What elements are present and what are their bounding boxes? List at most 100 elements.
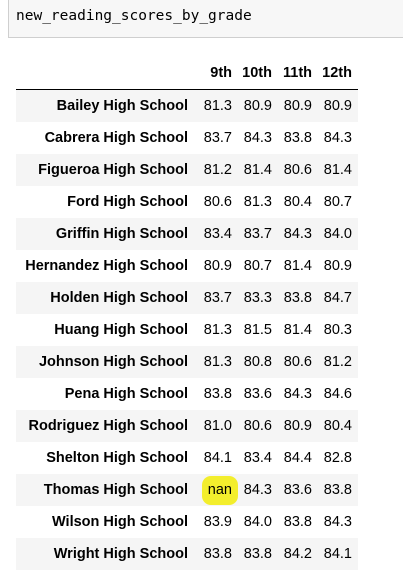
cell-value: 80.9 [283,98,312,114]
column-header-12th: 12th [318,56,358,90]
table-row: Holden High School 83.7 83.3 83.8 84.7 [16,282,358,314]
cell-value: 83.6 [243,386,272,402]
cell-value: 83.3 [243,290,272,306]
cell-value: 81.4 [323,162,352,178]
row-index-school: Wright High School [53,546,188,562]
row-index-school: Huang High School [54,322,188,338]
cell-value: 83.7 [203,130,232,146]
cell-value: 81.5 [243,322,272,338]
cell-value: 82.8 [323,450,352,466]
column-header-10th: 10th [238,56,278,90]
cell-value: 84.0 [243,514,272,530]
row-index-school: Rodriguez High School [28,418,189,434]
index-header [16,56,198,90]
row-index-school: Ford High School [67,194,188,210]
table-row: Johnson High School 81.3 80.8 80.6 81.2 [16,346,358,378]
row-index-school: Griffin High School [55,226,188,242]
highlight-mark: nan [201,476,239,505]
cell-value: 81.3 [203,354,232,370]
row-index-school: Shelton High School [46,450,188,466]
cell-value: nan [207,482,232,498]
code-cell[interactable]: new_reading_scores_by_grade [8,0,403,38]
row-index-school: Bailey High School [56,98,188,114]
cell-value: 83.6 [283,482,312,498]
cell-value: 83.8 [283,290,312,306]
table-row: Pena High School 83.8 83.6 84.3 84.6 [16,378,358,410]
cell-value: 84.3 [243,482,272,498]
cell-value: 81.4 [283,322,312,338]
row-index-school: Wilson High School [51,514,188,530]
cell-value: 83.4 [203,226,232,242]
cell-value: 80.4 [323,418,352,434]
cell-value: 84.3 [283,226,312,242]
cell-value: 84.7 [323,290,352,306]
table-row: Cabrera High School 83.7 84.3 83.8 84.3 [16,122,358,154]
cell-value: 80.4 [283,194,312,210]
table-row: Huang High School 81.3 81.5 81.4 80.3 [16,314,358,346]
table-row: Griffin High School 83.4 83.7 84.3 84.0 [16,218,358,250]
table-row: Wright High School 83.8 83.8 84.2 84.1 [16,538,358,570]
cell-value: 80.6 [243,418,272,434]
code-cell-text: new_reading_scores_by_grade [16,8,252,24]
cell-value: 84.0 [323,226,352,242]
cell-value: 84.1 [323,546,352,562]
row-index-school: Hernandez High School [25,258,188,274]
cell-value: 81.2 [203,162,232,178]
table-body: Bailey High School 81.3 80.9 80.9 80.9 Cabrer… [16,89,358,570]
row-index-school: Thomas High School [43,482,188,498]
cell-value: 83.7 [203,290,232,306]
cell-value: 83.8 [323,482,352,498]
table-row: Ford High School 80.6 81.3 80.4 80.7 [16,186,358,218]
row-index-school: Holden High School [50,290,188,306]
cell-value: 84.3 [323,514,352,530]
cell-value: 84.3 [323,130,352,146]
table-row: Thomas High School nan 84.3 83.6 83.8 [16,474,358,506]
row-index-school: Johnson High School [38,354,188,370]
cell-value: 80.3 [323,322,352,338]
table-row: Hernandez High School 80.9 80.7 81.4 80.9 [16,250,358,282]
row-index-school: Cabrera High School [44,130,188,146]
table-row: Rodriguez High School 81.0 80.6 80.9 80.4 [16,410,358,442]
table-row: Figueroa High School 81.2 81.4 80.6 81.4 [16,154,358,186]
cell-value: 83.8 [203,546,232,562]
cell-value: 81.4 [283,258,312,274]
cell-value: 80.8 [243,354,272,370]
cell-value: 80.7 [323,194,352,210]
column-header-9th: 9th [198,56,238,90]
cell-value: 80.6 [203,194,232,210]
header-row: 9th 10th 11th 12th [16,56,358,90]
cell-value: 81.4 [243,162,272,178]
cell-value: 80.6 [283,354,312,370]
cell-value: 81.0 [203,418,232,434]
cell-value: 81.3 [203,98,232,114]
cell-value: 80.9 [243,98,272,114]
cell-value: 84.6 [323,386,352,402]
cell-value: 83.7 [243,226,272,242]
cell-value: 83.9 [203,514,232,530]
row-index-school: Pena High School [64,386,188,402]
cell-value: 80.9 [323,98,352,114]
cell-value: 84.3 [243,130,272,146]
cell-value: 83.4 [243,450,272,466]
column-header-11th: 11th [278,56,318,90]
cell-value: 83.8 [283,130,312,146]
table-row: Bailey High School 81.3 80.9 80.9 80.9 [16,89,358,122]
reading-scores-dataframe: 9th 10th 11th 12th Bailey High School 81.… [16,56,358,570]
cell-value: 83.8 [243,546,272,562]
cell-value: 81.3 [243,194,272,210]
cell-value: 83.8 [283,514,312,530]
table-row: Shelton High School 84.1 83.4 84.4 82.8 [16,442,358,474]
cell-value: 81.2 [323,354,352,370]
cell-value: 81.3 [203,322,232,338]
cell-value: 84.4 [283,450,312,466]
cell-value: 80.6 [283,162,312,178]
cell-value: 80.9 [323,258,352,274]
cell-value: 84.3 [283,386,312,402]
cell-value: 80.9 [283,418,312,434]
cell-value: 80.9 [203,258,232,274]
cell-value: 83.8 [203,386,232,402]
cell-value: 84.1 [203,450,232,466]
cell-value: 84.2 [283,546,312,562]
table-row: Wilson High School 83.9 84.0 83.8 84.3 [16,506,358,538]
cell-value: 80.7 [243,258,272,274]
